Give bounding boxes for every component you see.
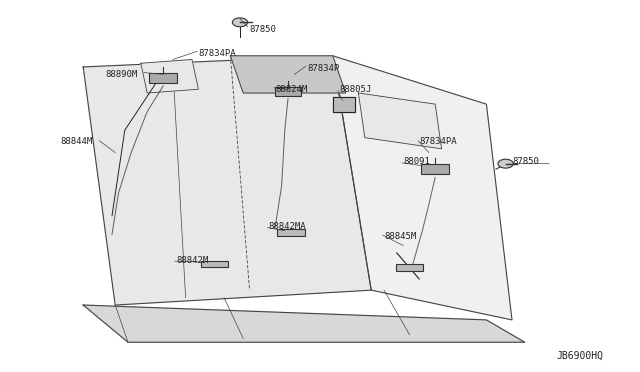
Text: 88842MA: 88842MA bbox=[269, 222, 307, 231]
Text: 87834PA: 87834PA bbox=[198, 49, 236, 58]
Text: 88091: 88091 bbox=[403, 157, 430, 166]
Text: 88805J: 88805J bbox=[339, 85, 371, 94]
Text: 87834PA: 87834PA bbox=[419, 137, 457, 146]
Text: 87850: 87850 bbox=[250, 25, 276, 34]
Text: 88842M: 88842M bbox=[176, 256, 208, 265]
Text: 88890M: 88890M bbox=[106, 70, 138, 79]
Polygon shape bbox=[83, 56, 371, 305]
Polygon shape bbox=[333, 56, 512, 320]
Polygon shape bbox=[83, 305, 525, 342]
Polygon shape bbox=[141, 60, 198, 93]
Polygon shape bbox=[230, 56, 346, 93]
Polygon shape bbox=[200, 261, 228, 267]
Polygon shape bbox=[149, 73, 177, 83]
Circle shape bbox=[232, 18, 248, 27]
Polygon shape bbox=[277, 229, 305, 236]
Polygon shape bbox=[333, 97, 355, 112]
Polygon shape bbox=[421, 164, 449, 174]
Polygon shape bbox=[358, 93, 442, 149]
Text: 88844M: 88844M bbox=[61, 137, 93, 146]
Text: 87834P: 87834P bbox=[307, 64, 339, 73]
Polygon shape bbox=[275, 87, 301, 96]
Text: 87850: 87850 bbox=[512, 157, 539, 166]
Text: JB6900HQ: JB6900HQ bbox=[557, 350, 604, 360]
Text: 88845M: 88845M bbox=[384, 232, 416, 241]
Circle shape bbox=[498, 159, 513, 168]
Text: 88824M: 88824M bbox=[275, 85, 307, 94]
Polygon shape bbox=[396, 264, 424, 271]
